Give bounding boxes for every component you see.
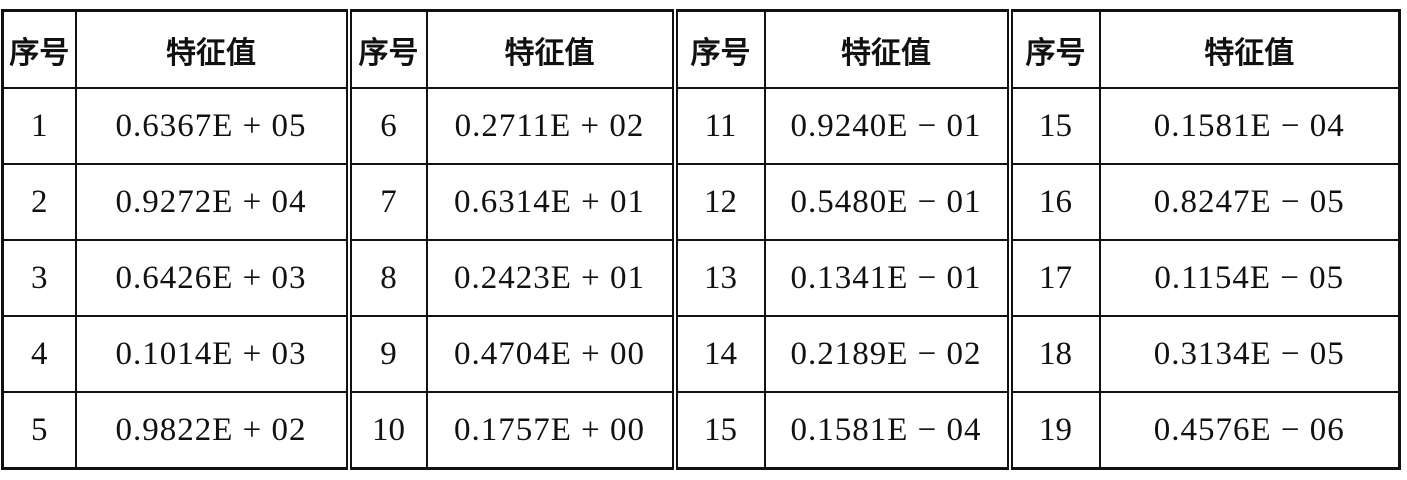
index-cell: 16 xyxy=(1006,163,1101,241)
table-row: 5 0.9822E + 02 10 0.1757E + 00 15 0.1581E − 0… xyxy=(1,391,1401,470)
index-cell: 2 xyxy=(1,163,77,241)
eigenvalue-cell: 0.6314E + 01 xyxy=(425,163,676,241)
index-cell: 17 xyxy=(1006,239,1101,317)
eigenvalue-cell: 0.9272E + 04 xyxy=(74,163,350,241)
index-cell: 18 xyxy=(1006,315,1101,393)
eigenvalue-cell: 0.1154E − 05 xyxy=(1098,239,1401,317)
table-row: 2 0.9272E + 04 7 0.6314E + 01 12 0.5480E − 01… xyxy=(1,163,1401,241)
eigenvalue-cell: 0.9240E − 01 xyxy=(763,87,1011,165)
eigenvalue-header: 特征值 xyxy=(74,9,350,89)
eigenvalue-header: 特征值 xyxy=(763,9,1011,89)
eigenvalue-cell: 0.2711E + 02 xyxy=(425,87,676,165)
index-cell: 14 xyxy=(671,315,766,393)
index-cell: 13 xyxy=(671,239,766,317)
eigenvalue-cell: 0.1757E + 00 xyxy=(425,391,676,470)
index-cell: 15 xyxy=(1006,87,1101,165)
index-cell: 5 xyxy=(1,391,77,470)
index-cell: 10 xyxy=(345,391,428,470)
index-cell: 12 xyxy=(671,163,766,241)
header-row: 序号 特征值 序号 特征值 序号 特征值 序号 特征值 xyxy=(1,9,1401,89)
eigenvalue-cell: 0.1341E − 01 xyxy=(763,239,1011,317)
index-cell: 6 xyxy=(345,87,428,165)
table-row: 4 0.1014E + 03 9 0.4704E + 00 14 0.2189E − 02… xyxy=(1,315,1401,393)
eigenvalue-cell: 0.6426E + 03 xyxy=(74,239,350,317)
eigenvalue-cell: 0.2423E + 01 xyxy=(425,239,676,317)
index-cell: 8 xyxy=(345,239,428,317)
eigenvalue-cell: 0.8247E − 05 xyxy=(1098,163,1401,241)
table-row: 3 0.6426E + 03 8 0.2423E + 01 13 0.1341E − 01… xyxy=(1,239,1401,317)
eigenvalue-header: 特征值 xyxy=(425,9,676,89)
index-header: 序号 xyxy=(345,9,428,89)
eigenvalue-cell: 0.4704E + 00 xyxy=(425,315,676,393)
index-cell: 15 xyxy=(671,391,766,470)
eigenvalue-cell: 0.5480E − 01 xyxy=(763,163,1011,241)
eigenvalue-cell: 0.1581E − 04 xyxy=(1098,87,1401,165)
index-cell: 7 xyxy=(345,163,428,241)
eigenvalue-cell: 0.2189E − 02 xyxy=(763,315,1011,393)
eigenvalue-header: 特征值 xyxy=(1098,9,1401,89)
index-cell: 3 xyxy=(1,239,77,317)
index-cell: 1 xyxy=(1,87,77,165)
eigenvalue-cell: 0.1014E + 03 xyxy=(74,315,350,393)
eigenvalue-cell: 0.1581E − 04 xyxy=(763,391,1011,470)
eigenvalue-cell: 0.3134E − 05 xyxy=(1098,315,1401,393)
index-header: 序号 xyxy=(1,9,77,89)
index-cell: 11 xyxy=(671,87,766,165)
eigenvalue-cell: 0.6367E + 05 xyxy=(74,87,350,165)
eigenvalue-table: 序号 特征值 序号 特征值 序号 特征值 序号 特征值 1 0.6367E + 05 6 0.271… xyxy=(1,9,1401,470)
index-cell: 4 xyxy=(1,315,77,393)
index-cell: 19 xyxy=(1006,391,1101,470)
table-row: 1 0.6367E + 05 6 0.2711E + 02 11 0.9240E − 01… xyxy=(1,87,1401,165)
index-header: 序号 xyxy=(1006,9,1101,89)
eigenvalue-cell: 0.4576E − 06 xyxy=(1098,391,1401,470)
index-header: 序号 xyxy=(671,9,766,89)
eigenvalue-cell: 0.9822E + 02 xyxy=(74,391,350,470)
index-cell: 9 xyxy=(345,315,428,393)
